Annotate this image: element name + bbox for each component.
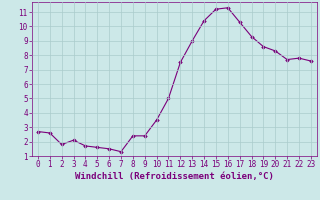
X-axis label: Windchill (Refroidissement éolien,°C): Windchill (Refroidissement éolien,°C) bbox=[75, 172, 274, 181]
